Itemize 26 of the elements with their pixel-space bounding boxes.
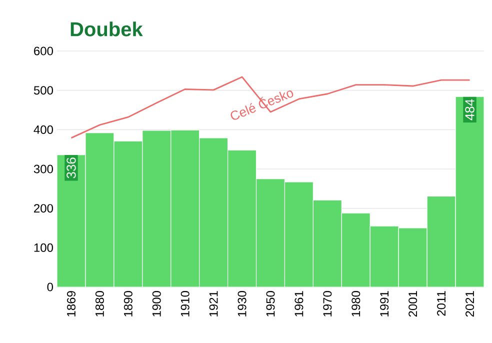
x-tick-label: 1961 xyxy=(294,291,304,316)
x-tick-label: 1930 xyxy=(238,291,246,316)
y-tick-label: 400 xyxy=(34,125,53,134)
x-tick-label: 1910 xyxy=(180,291,190,316)
x-tick-label: 1980 xyxy=(352,291,360,316)
x-tick-label: 1880 xyxy=(95,291,104,316)
y-tick-label: 200 xyxy=(34,204,53,213)
x-tick-label: 1921 xyxy=(209,291,218,316)
x-tick-label: 1869 xyxy=(66,291,76,316)
x-tick-label: 2001 xyxy=(408,291,418,317)
y-tick-label: 0 xyxy=(47,282,54,292)
x-tick-label: 1900 xyxy=(152,291,161,316)
y-tick-label: 500 xyxy=(34,86,53,95)
y-tick-label: 100 xyxy=(34,243,53,252)
x-tick-label: 1970 xyxy=(323,291,332,316)
y-tick-label: 300 xyxy=(34,164,53,174)
x-tick-label: 1890 xyxy=(124,291,132,316)
data-label: 336 xyxy=(66,158,76,178)
y-tick-label: 600 xyxy=(34,46,53,56)
x-tick-label: 1950 xyxy=(266,291,275,316)
x-tick-label: 2021 xyxy=(466,291,474,317)
x-tick-label: 2011 xyxy=(437,291,446,316)
chart-title: Doubek xyxy=(70,22,143,36)
x-tick-label: 1991 xyxy=(380,291,389,316)
text: Celé Česko xyxy=(230,90,294,120)
data-label: 484 xyxy=(465,99,474,120)
